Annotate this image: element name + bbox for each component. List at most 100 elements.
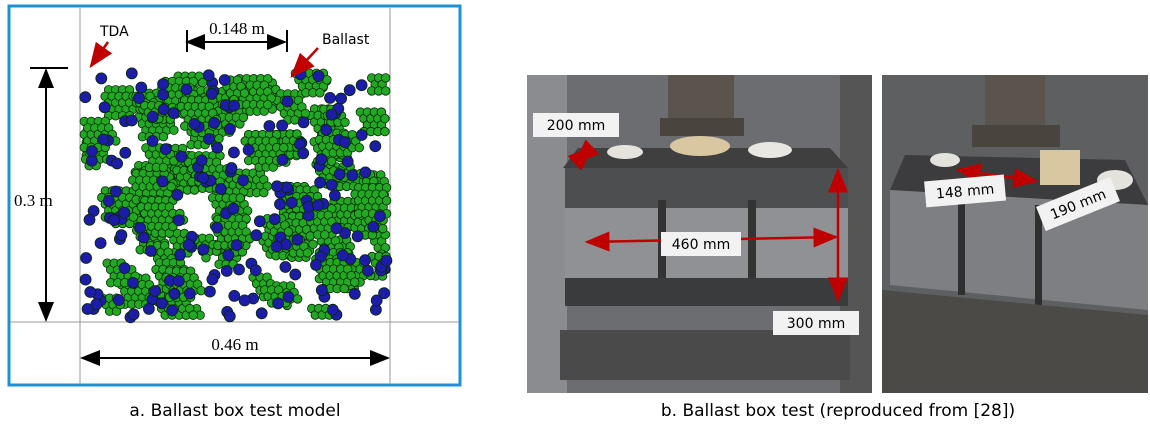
particle	[205, 88, 218, 100]
dimension-label: 0.3 m	[14, 191, 53, 210]
particle	[378, 287, 391, 300]
particle	[259, 187, 269, 198]
particle	[320, 123, 333, 136]
particle	[285, 196, 298, 209]
particle	[189, 185, 200, 195]
particle	[279, 261, 292, 273]
particle	[80, 252, 92, 264]
particle	[167, 107, 180, 119]
particles	[79, 67, 393, 324]
particle	[227, 202, 240, 215]
particle	[348, 287, 361, 300]
lower-frame	[560, 330, 850, 380]
box-rib	[748, 200, 756, 280]
particle	[125, 67, 138, 80]
photo-2: 148 mm 190 mm	[882, 75, 1148, 393]
particle	[182, 239, 195, 251]
particle	[380, 254, 393, 267]
pointer-arrow	[89, 41, 113, 69]
particle	[355, 79, 368, 92]
rock	[607, 145, 643, 159]
particle	[274, 198, 286, 211]
particle	[149, 285, 162, 297]
particle	[171, 188, 184, 201]
particle	[343, 84, 356, 97]
label-box	[1036, 176, 1120, 232]
particle	[228, 99, 240, 112]
particle	[325, 108, 338, 121]
particle	[222, 249, 235, 262]
particle	[118, 262, 131, 275]
press-plate	[660, 118, 744, 136]
particle	[183, 287, 196, 300]
particle	[166, 181, 176, 192]
particle	[174, 248, 187, 261]
particle	[86, 145, 98, 158]
particle	[292, 294, 303, 304]
particle	[335, 92, 348, 105]
particle	[158, 131, 169, 142]
particle	[369, 140, 382, 153]
particle	[126, 276, 139, 289]
particle	[230, 239, 243, 252]
particle	[253, 215, 266, 228]
particle	[142, 302, 155, 315]
particle	[223, 310, 236, 323]
box-body	[890, 190, 1148, 310]
particle	[373, 210, 386, 223]
particle	[119, 146, 132, 159]
particle	[350, 277, 360, 287]
particle	[214, 133, 224, 144]
particle	[354, 142, 365, 153]
particle	[157, 78, 170, 90]
dimension-label: 0.148 m	[209, 19, 265, 38]
particle	[279, 142, 289, 153]
particle	[367, 220, 380, 233]
particle	[83, 213, 96, 226]
particle	[118, 206, 131, 219]
particle	[359, 166, 372, 179]
particle	[242, 144, 255, 156]
particle	[157, 88, 170, 101]
particle	[220, 265, 233, 277]
particle	[157, 103, 170, 116]
particle	[263, 99, 273, 110]
particle	[112, 294, 125, 306]
particle	[340, 117, 350, 128]
particle	[203, 285, 216, 298]
particle	[180, 83, 193, 96]
lower-frame	[882, 290, 1148, 393]
particle	[324, 92, 336, 104]
particle	[127, 308, 140, 321]
particle	[289, 268, 302, 281]
particle	[281, 95, 294, 108]
particle	[314, 176, 327, 189]
caption: b. Ballast box test (reproduced from [28…	[661, 401, 1015, 421]
particle	[237, 174, 250, 187]
particle	[338, 136, 351, 149]
label-box	[773, 311, 859, 335]
dimension-arrow	[567, 139, 600, 171]
particle	[263, 120, 276, 132]
particle	[84, 286, 97, 298]
particle	[172, 214, 185, 227]
particle	[223, 123, 236, 135]
particle	[135, 81, 148, 94]
particle	[326, 303, 339, 316]
particle	[330, 222, 343, 235]
dimension-label: 148 mm	[935, 181, 995, 202]
particle	[283, 226, 294, 237]
tda-label: TDA	[99, 24, 129, 40]
particle	[239, 88, 250, 98]
box-band	[565, 168, 848, 208]
particle	[249, 264, 262, 277]
rock	[748, 142, 792, 158]
particle	[370, 294, 383, 307]
loading-block	[1040, 150, 1080, 185]
particle	[208, 117, 221, 129]
particle	[297, 147, 310, 160]
particle	[361, 264, 374, 277]
particle	[197, 171, 210, 184]
ballast-label: Ballast	[322, 32, 370, 48]
